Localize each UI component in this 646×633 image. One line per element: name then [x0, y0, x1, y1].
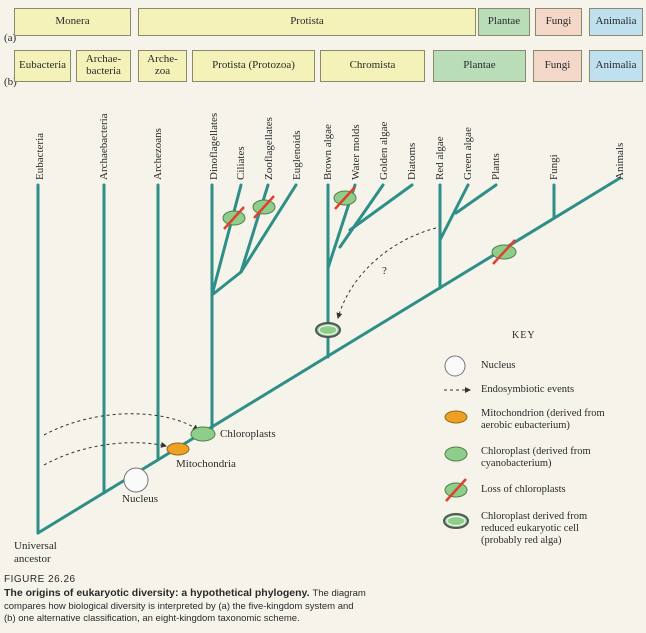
key-chloroplast-icon	[444, 446, 468, 462]
key-chloroplast-text: Chloroplast (derived from cyanobacterium…	[481, 446, 591, 470]
kingdom-eubacteria-box: Eubacteria	[14, 50, 71, 82]
kingdom-fungi-b-box: Fungi	[533, 50, 582, 82]
nucleus-label: Nucleus	[122, 493, 159, 505]
kingdom-animalia-box: Animalia	[589, 8, 643, 36]
key-mitochondrion-icon	[444, 410, 468, 424]
taxon-diatoms: Diatoms	[406, 142, 418, 180]
kingdom-fungi-box: Fungi	[535, 8, 582, 36]
branch-golden-algae	[338, 183, 385, 249]
key-nucleus-icon	[444, 355, 466, 377]
kingdom-plantae-box: Plantae	[478, 8, 530, 36]
taxon-plants: Plants	[490, 153, 502, 180]
mitochondrion-marker	[166, 442, 190, 456]
branch-diatoms	[348, 183, 414, 232]
branch-euglenoids	[239, 183, 298, 274]
loss-chloroplast-zooflagellates	[252, 195, 276, 219]
endosymbiosis-arrow-mitochondria	[43, 441, 167, 466]
branch-zooflagellates	[239, 183, 270, 274]
kingdom-chromista-box: Chromista	[320, 50, 425, 82]
taxon-dinoflagellates: Dinoflagellates	[208, 112, 220, 180]
figure-body: compares how biological diversity is int…	[4, 601, 354, 624]
taxon-green-algae: Green algae	[462, 127, 474, 180]
loss-chloroplast-animals-fungi	[491, 239, 517, 265]
kingdom-plantae-b-box: Plantae	[433, 50, 526, 82]
taxon-fungi: Fungi	[548, 154, 560, 180]
figure-number: FIGURE 26.26	[4, 574, 76, 585]
taxon-golden-algae: Golden algae	[378, 121, 390, 180]
key-loss-text: Loss of chloroplasts	[481, 484, 566, 495]
figure-title: The origins of eukaryotic diversity: a h…	[4, 587, 310, 599]
branch-plants	[454, 183, 498, 215]
endosymbiosis-arrow-secondary	[336, 227, 437, 319]
row-label-a: (a)	[4, 32, 17, 44]
kingdom-protista-protozoa-box: Protista (Protozoa)	[192, 50, 315, 82]
taxon-brown-algae: Brown algae	[322, 124, 334, 180]
chloroplast-marker	[190, 426, 216, 442]
key-endosymbiosis-text: Endosymbiotic events	[481, 384, 575, 395]
key-loss-icon	[444, 478, 468, 502]
key-nucleus-text: Nucleus	[481, 360, 516, 371]
key-mitochondrion-text: Mitochondrion (derived from aerobic euba…	[481, 408, 605, 432]
question-label: ?	[382, 265, 387, 277]
key-secondary-chloroplast-text: Chloroplast derived from reduced eukaryo…	[481, 511, 588, 547]
taxon-ciliates: Ciliates	[235, 146, 247, 180]
taxon-water-molds: Water molds	[350, 124, 362, 180]
taxon-red-algae: Red algae	[434, 136, 446, 180]
key-secondary-chloroplast-icon	[443, 513, 469, 529]
taxon-archaebacteria: Archaebacteria	[98, 113, 110, 180]
universal-ancestor-label: Universal ancestor	[14, 540, 57, 565]
branch-green-algae	[438, 183, 470, 242]
key-title: KEY	[512, 330, 536, 341]
kingdom-protista-box: Protista	[138, 8, 476, 36]
mitochondria-label: Mitochondria	[176, 458, 236, 470]
taxon-animals: Animals	[614, 142, 626, 180]
row-label-b: (b)	[4, 76, 17, 88]
figure-title-line: The origins of eukaryotic diversity: a h…	[4, 587, 366, 599]
kingdom-animalia-b-box: Animalia	[589, 50, 643, 82]
taxon-zooflagellates: Zooflagellates	[263, 117, 275, 180]
taxon-archezoans: Archezoans	[152, 128, 164, 180]
loss-chloroplast-ciliates	[222, 206, 246, 230]
taxon-eubacteria: Eubacteria	[34, 132, 46, 180]
taxon-euglenoids: Euglenoids	[291, 130, 303, 181]
chloroplasts-label: Chloroplasts	[220, 428, 276, 440]
nucleus-marker	[123, 467, 149, 493]
kingdom-archaebacteria-box: Archae- bacteria	[76, 50, 131, 82]
endosymbiosis-arrow-chloroplast	[43, 413, 199, 436]
kingdom-monera-box: Monera	[14, 8, 131, 36]
branch-ciliates	[210, 183, 243, 297]
kingdom-archezoa-box: Arche- zoa	[138, 50, 187, 82]
branch-protista-mid	[210, 270, 243, 297]
figure-lead: The diagram	[312, 588, 366, 599]
loss-chloroplast-water-molds	[333, 186, 357, 210]
